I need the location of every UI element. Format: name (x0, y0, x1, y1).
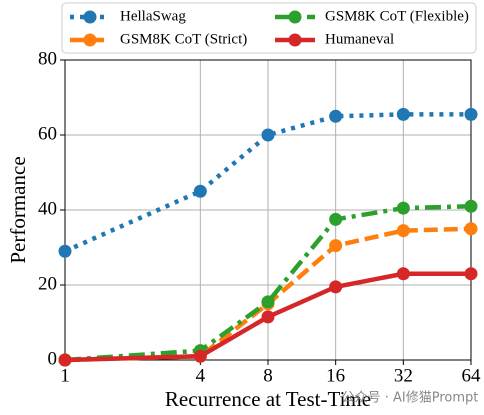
marker (261, 128, 275, 142)
y-tick-label: 20 (38, 273, 57, 294)
legend-label: Humaneval (325, 31, 394, 47)
x-tick-label: 1 (60, 365, 70, 386)
legend: HellaSwag GSM8K CoT (Strict) GSM8K CoT (Fl… (61, 2, 477, 54)
marker (193, 349, 207, 363)
x-tick-label: 64 (462, 365, 482, 386)
y-tick-label: 40 (38, 198, 57, 219)
series (58, 267, 478, 367)
marker (58, 353, 72, 367)
series (58, 107, 478, 258)
legend-marker (288, 10, 302, 24)
marker (58, 244, 72, 258)
y-axis-label: Performance (6, 156, 30, 263)
y-tick-label: 0 (48, 348, 58, 369)
x-axis-label: Recurrence at Test-Time (165, 387, 371, 411)
marker (396, 224, 410, 238)
legend-label: HellaSwag (120, 8, 186, 24)
marker (464, 267, 478, 281)
x-tick-label: 16 (326, 365, 345, 386)
x-tick-label: 8 (263, 365, 273, 386)
marker (193, 184, 207, 198)
x-tick-label: 32 (394, 365, 413, 386)
marker (396, 201, 410, 215)
marker (261, 310, 275, 324)
line (64, 112, 471, 254)
marker (329, 109, 343, 123)
marker (464, 107, 478, 121)
marker (329, 280, 343, 294)
line (64, 271, 471, 363)
marker (329, 212, 343, 226)
marker (464, 199, 478, 213)
legend-marker (83, 10, 97, 24)
legend-box (61, 2, 477, 54)
legend-marker (83, 33, 97, 47)
marker (464, 222, 478, 236)
marker (329, 239, 343, 253)
marker (396, 107, 410, 121)
y-tick-label: 80 (38, 48, 57, 69)
legend-marker (288, 33, 302, 47)
legend-label: GSM8K CoT (Flexible) (325, 8, 469, 24)
marker (396, 267, 410, 281)
y-tick-label: 60 (38, 123, 57, 144)
marker (261, 295, 275, 309)
x-tick-label: 4 (196, 365, 206, 386)
legend-label: GSM8K CoT (Strict) (120, 31, 247, 47)
watermark: 公众号 · AI修猫Prompt (342, 391, 479, 406)
